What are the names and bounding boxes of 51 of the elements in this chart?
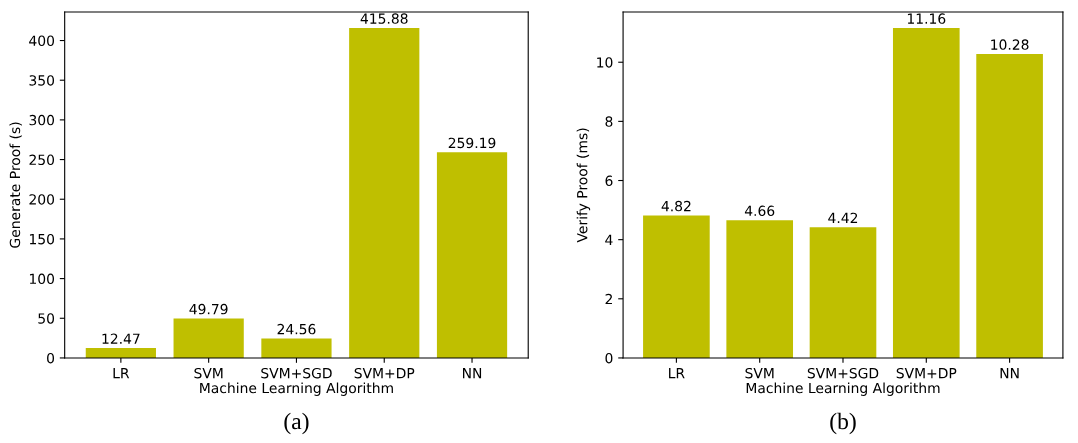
y-tick-label: 0 — [47, 352, 55, 364]
x-tick-label: NN — [463, 368, 482, 379]
x-tick-label: LR — [669, 368, 685, 379]
x-axis-title: Machine Learning Algorithm — [746, 382, 940, 396]
text: (b) — [830, 412, 856, 435]
bar — [85, 348, 156, 358]
data-label: 24.56 — [277, 323, 316, 335]
data-label: 12.47 — [102, 333, 140, 344]
y-tick-label: 250 — [29, 154, 55, 166]
bar — [643, 215, 710, 358]
bar — [173, 318, 244, 358]
y-tick-label: 2 — [605, 293, 612, 305]
bar — [261, 338, 332, 358]
data-label: 4.82 — [661, 200, 691, 212]
y-tick-label: 6 — [605, 175, 613, 186]
bar — [349, 27, 420, 358]
x-tick-label: SVM+SGD — [807, 367, 879, 379]
x-tick-label: SVM — [194, 367, 223, 379]
bar — [892, 27, 960, 358]
bar — [436, 152, 508, 358]
y-axis-title: Verify Proof (ms) — [576, 128, 591, 243]
data-label: 259.19 — [448, 137, 496, 149]
y-tick-label: 150 — [29, 233, 55, 245]
y-tick-label: 50 — [38, 313, 55, 324]
y-axis-title: Generate Proof (s) — [9, 122, 22, 248]
bar — [976, 53, 1043, 358]
data-label: 10.28 — [991, 39, 1029, 50]
y-tick-label: 100 — [29, 273, 55, 285]
y-tick-label: 400 — [29, 35, 55, 46]
y-tick-label: 10 — [597, 57, 613, 68]
x-tick-label: SVM+DP — [896, 367, 957, 379]
data-label: 11.16 — [907, 13, 946, 24]
data-label: 4.42 — [828, 212, 858, 223]
y-tick-label: 8 — [605, 116, 613, 127]
x-tick-label: NN — [1000, 368, 1019, 379]
y-tick-label: 300 — [29, 114, 55, 126]
y-tick-label: 4 — [605, 234, 613, 245]
x-axis-title: Machine Learning Algorithm — [200, 382, 393, 396]
y-tick-label: 200 — [29, 194, 55, 205]
x-tick-label: SVM+DP — [354, 367, 415, 379]
x-tick-label: SVM+SGD — [261, 367, 332, 379]
bar — [809, 227, 877, 358]
data-label: 415.88 — [360, 13, 408, 24]
y-tick-label: 0 — [605, 352, 613, 364]
x-tick-label: SVM — [745, 367, 774, 379]
text: (a) — [284, 412, 309, 435]
bar — [726, 220, 794, 358]
data-label: 49.79 — [189, 303, 228, 315]
data-label: 4.66 — [744, 205, 775, 217]
x-tick-label: LR — [113, 368, 130, 379]
y-tick-label: 350 — [29, 75, 55, 86]
